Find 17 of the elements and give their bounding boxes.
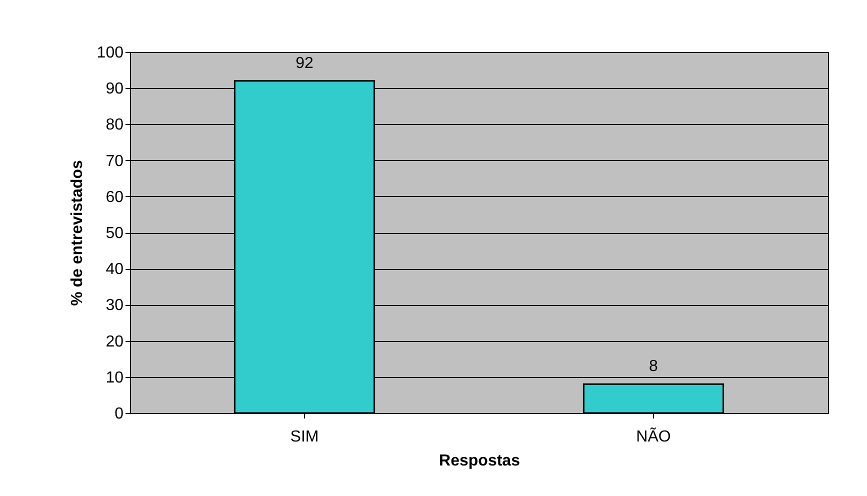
- x-tick-label: NÃO: [636, 426, 671, 446]
- y-tick-label: 10: [106, 369, 124, 386]
- y-tick-label: 90: [106, 80, 124, 98]
- data-label: 8: [649, 358, 658, 376]
- y-axis-title: % de entrevistados: [68, 160, 86, 306]
- y-tick-label: 0: [114, 406, 124, 422]
- x-tick-label: SIM: [290, 428, 319, 446]
- y-tick-label: 50: [106, 225, 124, 242]
- y-tick-label: 40: [106, 261, 124, 278]
- x-axis-title: Respostas: [439, 452, 520, 470]
- y-tick-label: 30: [106, 297, 124, 314]
- y-tick-label: 80: [106, 116, 124, 134]
- data-label: 92: [296, 54, 314, 72]
- y-tick-label: 60: [106, 188, 124, 206]
- y-tick-label: 70: [106, 152, 124, 170]
- y-tick-label: 20: [106, 333, 124, 350]
- y-tick-label: 100: [96, 44, 124, 62]
